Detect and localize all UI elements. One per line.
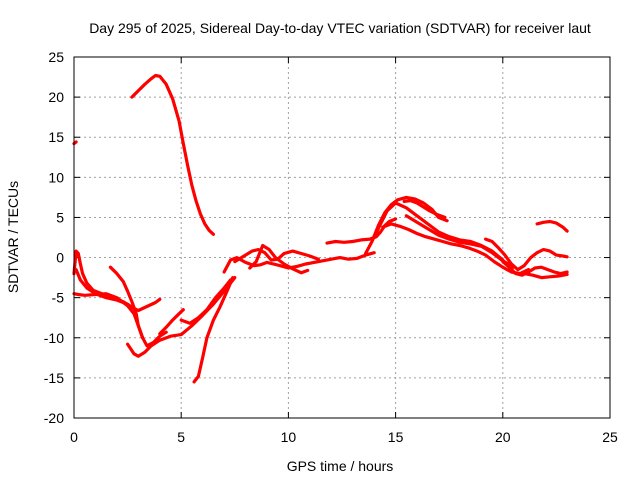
series-arc-18: [404, 214, 516, 269]
series-arc-12: [233, 247, 320, 264]
x-tick-labels: 0 5 10 15 20 25: [70, 429, 618, 445]
chart-title: Day 295 of 2025, Sidereal Day-to-day VTE…: [89, 20, 591, 36]
grid-lines: [74, 57, 610, 418]
x-tick-label: 25: [602, 429, 618, 445]
series-arc-10: [192, 276, 235, 384]
series-arc-2: [130, 73, 215, 236]
y-tick-label: -10: [44, 330, 64, 346]
series-arc-17: [381, 222, 531, 276]
y-tick-label: -5: [52, 290, 65, 306]
y-tick-labels: -20 -15 -10 -5 0 5 10 15 20 25: [44, 49, 64, 426]
series-arc-13: [248, 243, 310, 275]
series-arc-9: [179, 278, 233, 325]
series-arc-8: [158, 308, 185, 336]
y-tick-label: 15: [48, 129, 64, 145]
y-tick-label: 25: [48, 49, 64, 65]
series-arc-7: [125, 276, 237, 358]
y-tick-label: 5: [56, 209, 64, 225]
data-series: [72, 73, 569, 384]
series-arc-15: [364, 195, 449, 256]
series-arc-21: [501, 260, 569, 277]
x-tick-label: 15: [388, 429, 404, 445]
y-axis-label: SDTVAR / TECUs: [5, 181, 21, 293]
y-tick-label: 20: [48, 89, 64, 105]
series-arc-16: [372, 201, 505, 262]
series-arc-4: [72, 292, 168, 348]
series-arc-19: [402, 199, 447, 219]
series-arc-20: [484, 237, 569, 272]
series-arc-22: [535, 219, 569, 233]
series-arc-14: [325, 217, 398, 245]
series-arc-23: [522, 272, 569, 280]
y-tick-label: 0: [56, 250, 64, 266]
x-axis-label: GPS time / hours: [287, 458, 394, 474]
y-tick-label: -20: [44, 410, 64, 426]
plot-frame: [73, 56, 611, 419]
x-tick-label: 20: [495, 429, 511, 445]
axis-ticks: [73, 56, 611, 419]
x-tick-label: 10: [281, 429, 297, 445]
series-arc-6: [108, 265, 145, 340]
x-tick-label: 5: [177, 429, 185, 445]
series-arc-5: [74, 268, 134, 309]
y-tick-label: -15: [44, 370, 64, 386]
x-tick-label: 0: [70, 429, 78, 445]
y-tick-label: 10: [48, 169, 64, 185]
